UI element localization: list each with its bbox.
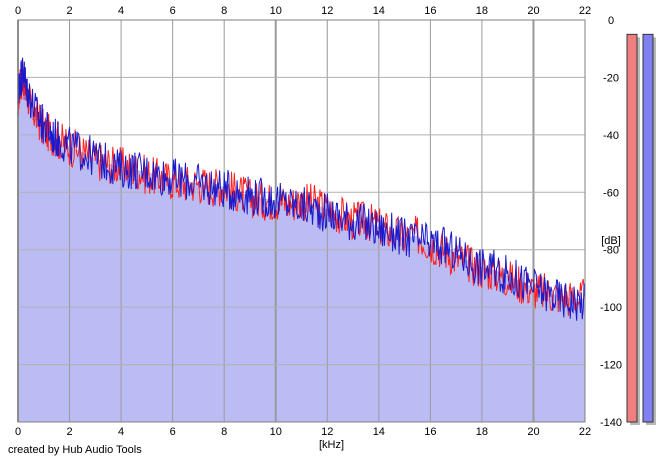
x-tick-label-top: 6: [170, 5, 176, 17]
x-tick-label-top: 16: [424, 5, 436, 17]
y-tick-label: -100: [600, 302, 622, 314]
series-line-1: [17, 62, 586, 316]
x-tick-label: 14: [373, 426, 385, 438]
y-tick-label: -20: [603, 72, 619, 84]
x-tick-label-top: 2: [66, 5, 72, 17]
y-axis-label: [dB]: [601, 235, 621, 247]
x-tick-label: 12: [321, 426, 333, 438]
x-tick-label: 18: [476, 426, 488, 438]
x-tick-label: 10: [270, 426, 282, 438]
x-tick-label: 8: [221, 426, 227, 438]
y-tick-label: -80: [603, 245, 619, 257]
x-tick-label-top: 22: [579, 5, 591, 17]
x-tick-label-top: 14: [373, 5, 385, 17]
y-tick-label: 0: [608, 15, 614, 27]
level-meter-2: [642, 33, 654, 423]
x-axis-label: [kHz]: [319, 439, 344, 451]
credit-text: created by Hub Audio Tools: [8, 444, 142, 456]
x-tick-label-top: 8: [221, 5, 227, 17]
x-tick-label-top: 4: [118, 5, 124, 17]
x-tick-label: 2: [66, 426, 72, 438]
x-tick-label: 4: [118, 426, 124, 438]
y-tick-label: -140: [600, 417, 622, 429]
x-tick-label-top: 12: [321, 5, 333, 17]
y-tick-label: -60: [603, 187, 619, 199]
plot-border: [17, 19, 586, 423]
x-tick-label-top: 10: [270, 5, 282, 17]
x-tick-label-top: 18: [476, 5, 488, 17]
series-line-2: [17, 57, 586, 321]
x-tick-label: 0: [15, 426, 21, 438]
x-tick-label-top: 20: [527, 5, 539, 17]
level-meter-1: [626, 33, 638, 423]
x-tick-label: 20: [527, 426, 539, 438]
y-tick-label: -120: [600, 360, 622, 372]
x-tick-label-top: 0: [15, 5, 21, 17]
y-tick-label: -40: [603, 130, 619, 142]
spectrum-fill: [18, 71, 585, 422]
x-tick-label: 6: [170, 426, 176, 438]
x-tick-label: 22: [579, 426, 591, 438]
x-tick-label: 16: [424, 426, 436, 438]
